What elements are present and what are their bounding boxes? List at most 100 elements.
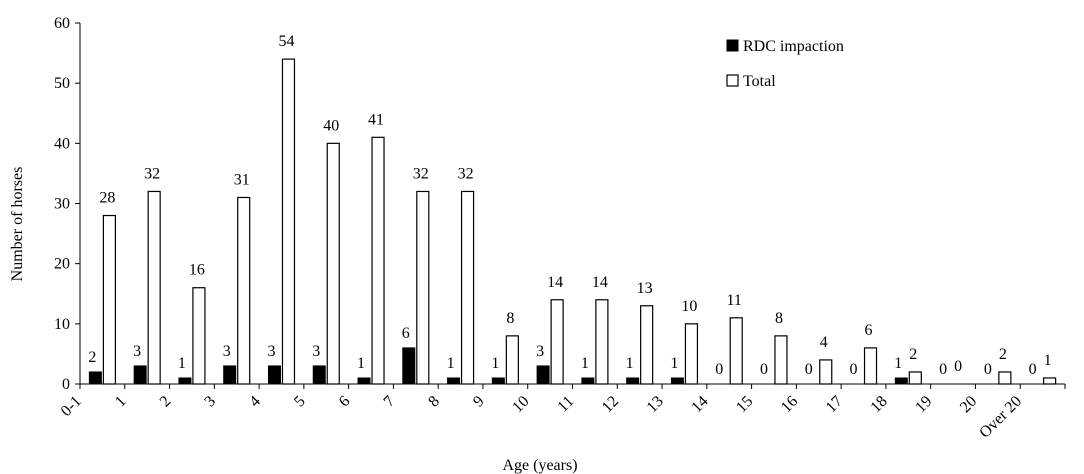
data-label-total: 0: [954, 358, 962, 375]
data-label-rdc-impaction: 1: [491, 355, 499, 372]
data-label-total: 31: [234, 171, 250, 188]
bar-rdc-impaction: [357, 377, 371, 385]
legend-label-total: Total: [743, 73, 776, 90]
data-label-rdc-impaction: 1: [447, 355, 455, 372]
data-label-rdc-impaction: 2: [88, 349, 96, 366]
x-tick-label: 9: [470, 393, 488, 411]
bar-rdc-impaction: [223, 365, 237, 385]
data-label-rdc-impaction: 0: [715, 361, 723, 378]
bar-rdc-impaction: [894, 377, 908, 385]
bar-total: [863, 347, 878, 385]
data-label-rdc-impaction: 1: [357, 355, 365, 372]
y-tick-label: 20: [54, 256, 70, 273]
bar-total: [908, 371, 922, 385]
bar-total: [281, 58, 296, 385]
data-label-total: 14: [547, 274, 563, 291]
data-label-total: 41: [368, 111, 384, 128]
data-label-total: 6: [865, 322, 873, 339]
x-tick-label: 11: [554, 393, 577, 416]
x-tick-label: 17: [823, 393, 846, 416]
data-label-rdc-impaction: 1: [894, 355, 902, 372]
bar-rdc-impaction: [491, 377, 505, 385]
data-label-rdc-impaction: 1: [178, 355, 186, 372]
bar-total: [1043, 377, 1057, 385]
data-label-total: 14: [592, 274, 608, 291]
bar-total: [147, 190, 161, 385]
bar-total: [505, 335, 519, 385]
bar-total: [684, 323, 699, 385]
y-tick-label: 30: [54, 196, 70, 213]
bar-total: [102, 214, 116, 385]
data-label-rdc-impaction: 3: [133, 343, 141, 360]
y-tick-label: 40: [54, 135, 70, 152]
x-tick-label: 15: [733, 393, 756, 416]
y-tick-label: 60: [54, 15, 70, 32]
x-tick-label: Over 20: [976, 393, 1025, 442]
legend-label-rdc-impaction: RDC impaction: [743, 38, 844, 55]
bar-rdc-impaction: [670, 377, 684, 385]
x-tick-label: 1: [112, 393, 130, 411]
bar-total: [595, 299, 609, 385]
y-axis-label: Number of horses: [9, 167, 26, 282]
data-label-rdc-impaction: 1: [626, 355, 634, 372]
x-tick-label: 2: [157, 393, 175, 411]
bar-total: [237, 196, 251, 385]
x-tick-label: 20: [957, 393, 980, 416]
chart-bars: [88, 58, 1057, 385]
bar-rdc-impaction: [133, 365, 147, 385]
x-tick-label: 12: [599, 393, 622, 416]
x-tick-label: 4: [246, 393, 264, 411]
x-tick-label: 6: [336, 393, 354, 411]
data-label-rdc-impaction: 3: [223, 343, 231, 360]
x-tick-label: 16: [778, 393, 801, 416]
bar-total: [460, 190, 475, 385]
bar-rdc-impaction: [447, 377, 461, 385]
bar-rdc-impaction: [402, 347, 416, 385]
data-label-total: 28: [99, 190, 115, 207]
data-label-total: 40: [323, 117, 339, 134]
data-label-total: 32: [458, 165, 474, 182]
x-tick-label: 14: [688, 393, 711, 416]
data-label-rdc-impaction: 0: [850, 361, 858, 378]
data-label-rdc-impaction: 6: [402, 325, 410, 342]
data-label-rdc-impaction: 3: [536, 343, 544, 360]
x-tick-label: 0-1: [58, 393, 85, 420]
x-tick-label: 3: [201, 393, 219, 411]
bar-total: [371, 136, 385, 385]
bar-total: [192, 287, 206, 385]
bar-rdc-impaction: [312, 365, 326, 385]
x-tick-label: 18: [867, 393, 890, 416]
bar-total: [550, 299, 564, 385]
data-label-total: 11: [727, 292, 742, 309]
data-label-total: 10: [681, 298, 697, 315]
data-label-total: 2: [909, 346, 917, 363]
data-label-rdc-impaction: 0: [939, 361, 947, 378]
x-tick-label: 5: [291, 393, 309, 411]
x-tick-label: 13: [644, 393, 667, 416]
x-tick-label: 8: [425, 393, 443, 411]
data-label-total: 8: [775, 310, 783, 327]
data-label-rdc-impaction: 3: [312, 343, 320, 360]
bar-rdc-impaction: [536, 365, 550, 385]
data-label-total: 54: [278, 33, 294, 50]
bar-total: [729, 317, 743, 385]
bar-rdc-impaction: [626, 377, 640, 385]
bar-total: [774, 335, 788, 385]
data-label-rdc-impaction: 1: [670, 355, 678, 372]
bar-total: [640, 305, 654, 385]
chart-data-labels: 2283321163313543401416321321831411411311…: [88, 33, 1051, 378]
data-label-rdc-impaction: 0: [805, 361, 813, 378]
data-label-rdc-impaction: 0: [1029, 361, 1037, 378]
y-tick-label: 50: [54, 75, 70, 92]
bar-rdc-impaction: [267, 365, 281, 385]
data-label-rdc-impaction: 3: [267, 343, 275, 360]
data-label-total: 2: [999, 346, 1007, 363]
data-label-rdc-impaction: 0: [760, 361, 768, 378]
bar-rdc-impaction: [178, 377, 192, 385]
bar-total: [998, 371, 1012, 385]
x-tick-label: 10: [509, 393, 532, 416]
x-tick-label: 19: [912, 393, 935, 416]
y-tick-label: 10: [54, 316, 70, 333]
data-label-total: 8: [506, 310, 514, 327]
